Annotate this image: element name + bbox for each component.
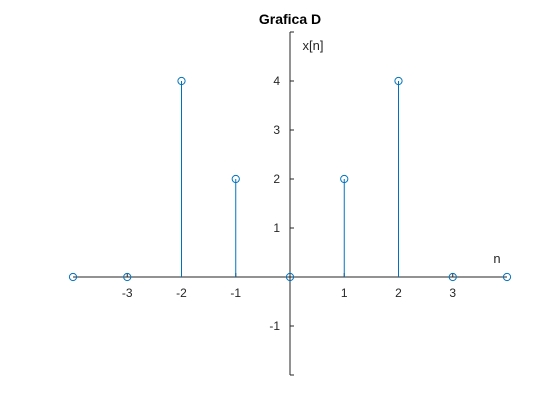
stems	[68, 76, 512, 282]
stem-marker	[285, 272, 295, 282]
y-tick-label: 2	[273, 172, 280, 186]
stem-marker	[340, 174, 349, 184]
x-tick-label: -1	[230, 286, 241, 300]
stem-marker	[123, 272, 132, 282]
x-tick-label: -2	[176, 286, 187, 300]
x-tick-label: 1	[341, 286, 348, 300]
y-tick-label: 3	[273, 123, 280, 137]
axes	[73, 32, 507, 375]
ticks: -3 -2 -1 1 2 3 -1 1 2 3 4	[122, 31, 456, 376]
stem-marker	[394, 76, 403, 86]
y-axis-label: x[n]	[303, 38, 324, 53]
x-tick-label: 2	[395, 286, 402, 300]
chart-title: Grafica D	[259, 11, 321, 27]
x-axis-label: n	[493, 251, 500, 266]
y-tick-label: -1	[269, 319, 280, 333]
x-tick-label: -3	[122, 286, 133, 300]
stem-marker	[68, 272, 78, 282]
stem-marker	[502, 272, 512, 282]
stem-marker	[231, 174, 240, 184]
x-tick-label: 3	[449, 286, 456, 300]
y-tick-label: 1	[273, 221, 280, 235]
stem-marker	[177, 76, 186, 86]
stem-marker	[448, 272, 457, 282]
y-tick-label: 4	[273, 74, 280, 88]
